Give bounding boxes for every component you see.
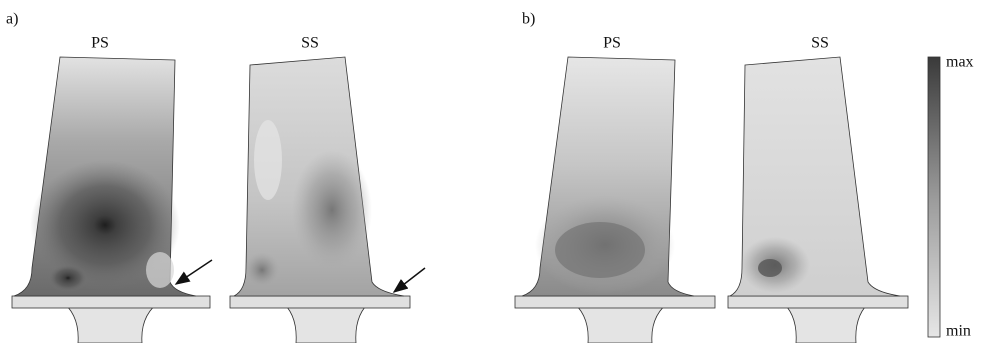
page: {"panels": [{"label": "a)", "views": ["P… (0, 0, 983, 343)
panel-label: a) (6, 11, 18, 28)
colorbar-max: max (946, 54, 974, 71)
arrow (176, 260, 212, 284)
colorbar-min: min (946, 323, 971, 340)
view-label: PS (91, 35, 109, 52)
view-label: SS (301, 35, 319, 52)
colorbar (928, 57, 940, 337)
arrow (394, 268, 425, 292)
panel-label: b) (522, 11, 535, 28)
blade-ss (230, 57, 410, 343)
blade-ss (728, 57, 908, 343)
view-label: SS (811, 35, 829, 52)
figure: a) PS SS b) PS SS max min (0, 0, 983, 343)
blade-ps (12, 57, 210, 343)
blade-ps (515, 57, 715, 343)
view-label: PS (603, 35, 621, 52)
